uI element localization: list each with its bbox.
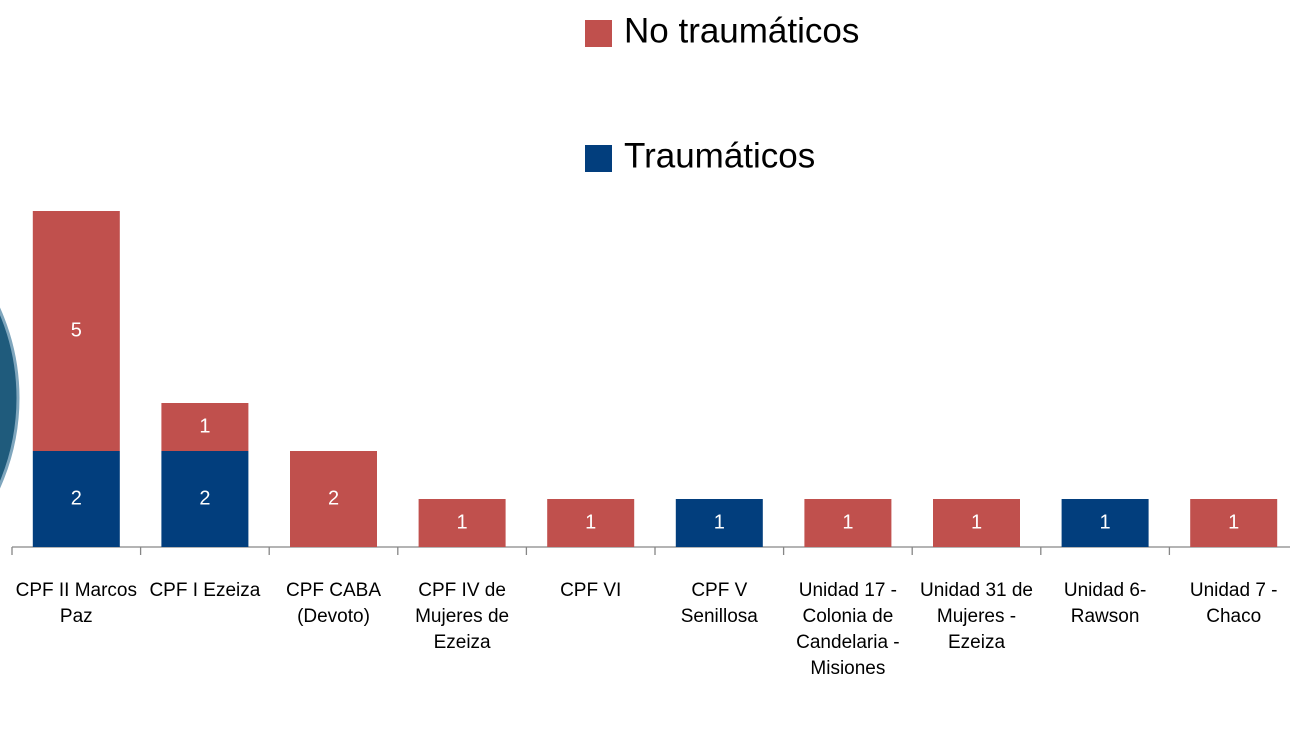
bar-segment [547,499,635,547]
bar-segment [32,211,120,451]
legend-swatch [585,20,612,47]
x-tick-label: Unidad 7 - Chaco [1189,580,1278,627]
bar-segment [161,451,249,547]
legend-label: No traumáticos [624,11,859,50]
data-label: 1 [1228,511,1239,533]
data-label: 1 [971,511,982,533]
x-tick-label: CPF VI [560,580,622,601]
bar-segment [1190,499,1278,547]
bar-segment [933,499,1020,547]
data-label: 2 [328,487,339,509]
x-tick-label: CPF II Marcos Paz [15,580,137,627]
bar-segment [290,451,377,547]
bar-segment [675,499,763,547]
x-tick-label: Unidad 6- Rawson [1063,580,1147,627]
bar-segment [161,403,249,451]
data-label: 2 [71,487,82,509]
data-label: 1 [714,511,725,533]
bar-segment [32,451,120,547]
decoration-circle [0,307,20,489]
x-tick-label: CPF CABA (Devoto) [285,580,382,627]
bar-segment [418,499,506,547]
x-tick-label: CPF I Ezeiza [149,580,261,601]
x-tick-label: CPF IV de Mujeres de Ezeiza [415,580,510,653]
x-tick-label: Unidad 31 de Mujeres - Ezeiza [919,580,1034,653]
x-tick-label: CPF V Senillosa [680,580,758,627]
data-label: 1 [1100,511,1111,533]
data-label: 5 [71,319,82,341]
data-label: 2 [199,487,210,509]
bar-segment [1061,499,1149,547]
data-label: 1 [457,511,468,533]
x-tick-label: Unidad 17 - Colonia de Candelaria - Misi… [796,580,900,679]
legend-label: Traumáticos [624,136,815,175]
data-label: 1 [842,511,853,533]
legend-swatch [585,145,612,172]
data-label: 1 [585,511,596,533]
data-label: 1 [199,415,210,437]
bar-segment [804,499,892,547]
